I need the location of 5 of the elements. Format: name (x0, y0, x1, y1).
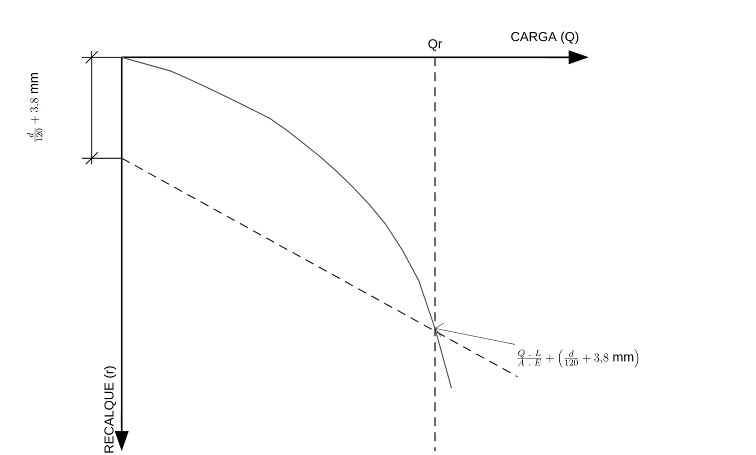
text: $\frac{d}{120}+3{,}8\ \mathrm{mm}$ (27, 73, 42, 142)
annotation: $\frac{Q\ .\ L}{A\ .\ E}+\left(\frac{d}{120}+3{,}8\ \mathrm{mm}\right)$ (517, 349, 638, 368)
x-axis-title: CARGA (Q) (511, 32, 578, 44)
y-axis-title: RECALQUE (r) (104, 366, 116, 453)
text: Qr (428, 39, 442, 51)
